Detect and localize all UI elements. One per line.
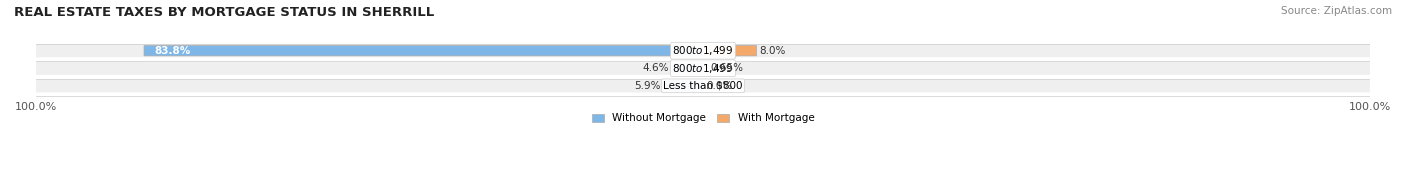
FancyBboxPatch shape (37, 44, 1369, 57)
FancyBboxPatch shape (143, 45, 703, 56)
Text: 0.65%: 0.65% (710, 63, 744, 73)
Text: Less than $800: Less than $800 (664, 81, 742, 91)
Legend: Without Mortgage, With Mortgage: Without Mortgage, With Mortgage (588, 109, 818, 128)
Text: 0.0%: 0.0% (706, 81, 733, 91)
Text: 5.9%: 5.9% (634, 81, 661, 91)
FancyBboxPatch shape (703, 45, 756, 56)
Text: 4.6%: 4.6% (643, 63, 669, 73)
FancyBboxPatch shape (703, 63, 707, 74)
FancyBboxPatch shape (672, 63, 703, 74)
FancyBboxPatch shape (37, 79, 1369, 92)
Text: Source: ZipAtlas.com: Source: ZipAtlas.com (1281, 6, 1392, 16)
FancyBboxPatch shape (664, 81, 703, 91)
Text: $800 to $1,499: $800 to $1,499 (672, 44, 734, 57)
Text: REAL ESTATE TAXES BY MORTGAGE STATUS IN SHERRILL: REAL ESTATE TAXES BY MORTGAGE STATUS IN … (14, 6, 434, 19)
Text: 83.8%: 83.8% (155, 46, 190, 56)
Text: $800 to $1,499: $800 to $1,499 (672, 62, 734, 75)
Text: 8.0%: 8.0% (759, 46, 786, 56)
FancyBboxPatch shape (37, 62, 1369, 75)
